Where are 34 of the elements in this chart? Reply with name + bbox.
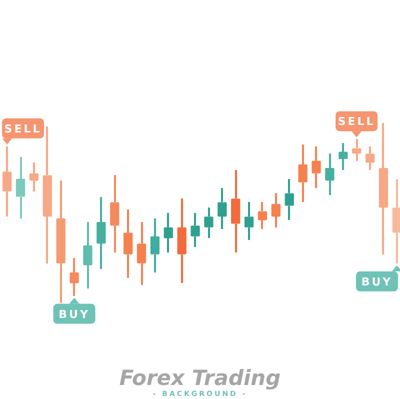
candlestick [96, 196, 106, 270]
candlestick [190, 212, 200, 248]
candlestick [325, 152, 334, 196]
candlestick [2, 145, 12, 218]
annotation: SELL [338, 115, 376, 128]
annotation: BUY [361, 275, 393, 288]
candlestick [56, 180, 66, 304]
candlestick [204, 206, 214, 240]
candlestick [70, 257, 79, 297]
candlestick [136, 221, 146, 286]
text: Forex Trading [119, 366, 281, 390]
candlestick [352, 138, 362, 162]
candlestick [177, 198, 186, 284]
candlestick [271, 192, 281, 228]
candlestick [298, 144, 308, 204]
candlestick [42, 126, 52, 264]
candlestick [218, 186, 227, 230]
candlestick [164, 212, 173, 254]
candlestick [150, 217, 160, 274]
candlestick [312, 145, 321, 189]
candlestick [284, 178, 294, 222]
candlestick [392, 178, 400, 264]
candlestick [338, 142, 348, 171]
annotation: SELL [4, 122, 42, 136]
candlestick [16, 156, 26, 220]
candlestick [231, 168, 240, 254]
candlestick [258, 201, 268, 230]
candlestick [29, 162, 39, 192]
candlestick [83, 221, 92, 290]
candlestick [378, 122, 388, 256]
candlestick [244, 201, 254, 241]
candlestick [110, 174, 120, 254]
candlestick [123, 208, 133, 279]
candlestick [365, 145, 375, 171]
